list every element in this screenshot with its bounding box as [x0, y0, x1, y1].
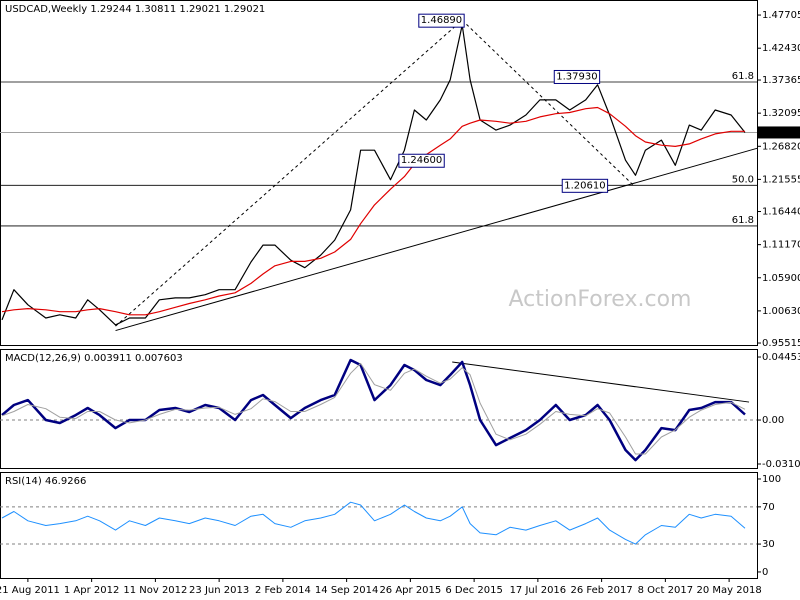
annotation-label: 1.46890 [421, 15, 462, 26]
panel-frame [0, 0, 758, 346]
series-line [1, 358, 746, 462]
annotation-label: 1.20610 [564, 180, 605, 191]
y-tick-label: 1.42430 [762, 43, 800, 54]
y-tick-label: 1.05900 [762, 273, 800, 284]
x-tick-label: 11 Nov 2012 [123, 585, 187, 596]
series-line [1, 24, 746, 326]
x-tick-label: 1 Apr 2012 [64, 585, 119, 596]
annotation-box [418, 13, 465, 28]
y-tick-label: 100 [762, 474, 781, 485]
y-tick-label: 1.21555 [762, 174, 800, 185]
x-tick-label: 14 Sep 2014 [315, 585, 378, 596]
panel-title: RSI(14) 46.9266 [5, 476, 86, 487]
y-tick-label: 30 [762, 539, 775, 550]
panel-title: USDCAD,Weekly 1.29244 1.30811 1.29021 1.… [5, 4, 265, 15]
x-tick-label: 20 May 2018 [697, 585, 762, 596]
watermark: ActionForex.com [509, 287, 692, 312]
panel-frame [0, 472, 758, 579]
y-tick-label: 1.47705 [762, 10, 800, 21]
y-tick-label: 0.95515 [762, 338, 800, 349]
last-price-box [757, 126, 800, 139]
y-tick-label: -0.031072 [762, 459, 800, 470]
trend-line [115, 147, 758, 332]
annotation-box [398, 153, 445, 168]
annotation-label: 1.37930 [556, 71, 597, 82]
y-tick-label: 1.26820 [762, 141, 800, 152]
y-tick-label: 0 [762, 567, 768, 578]
x-tick-label: 2 Feb 2014 [255, 585, 311, 596]
level-label: 61.8 [732, 215, 754, 226]
level-label: 50.0 [732, 174, 754, 185]
panel-frame [0, 349, 758, 469]
x-tick-label: 23 Jun 2013 [189, 585, 249, 596]
y-tick-label: 1.37365 [762, 75, 800, 86]
series-line [1, 501, 746, 545]
annotation-label: 1.24600 [401, 155, 442, 166]
last-price-label: 1.29021 [761, 127, 800, 138]
x-tick-label: 26 Apr 2015 [379, 585, 441, 596]
y-tick-label: 1.16440 [762, 207, 800, 218]
x-tick-label: 6 Dec 2015 [445, 585, 503, 596]
x-tick-label: 8 Oct 2017 [638, 585, 693, 596]
y-tick-label: 0.044534 [762, 352, 800, 363]
annotation-box [561, 178, 609, 193]
y-tick-label: 0.00 [762, 415, 784, 426]
trend-line [115, 19, 463, 327]
level-label: 61.8 [732, 71, 754, 82]
x-tick-label: 17 Jul 2016 [510, 585, 567, 596]
trend-line [452, 361, 750, 403]
y-tick-label: 70 [762, 502, 775, 513]
x-tick-label: 26 Feb 2017 [570, 585, 632, 596]
series-line [1, 362, 746, 455]
y-tick-label: 1.32095 [762, 108, 800, 119]
annotation-box [553, 69, 601, 84]
y-tick-label: 1.00630 [762, 306, 800, 317]
x-tick-label: 21 Aug 2011 [0, 585, 60, 596]
y-tick-label: 1.11170 [762, 240, 800, 251]
series-line [1, 106, 745, 316]
trend-line [461, 19, 634, 186]
panel-title: MACD(12,26,9) 0.003911 0.007603 [5, 353, 183, 364]
